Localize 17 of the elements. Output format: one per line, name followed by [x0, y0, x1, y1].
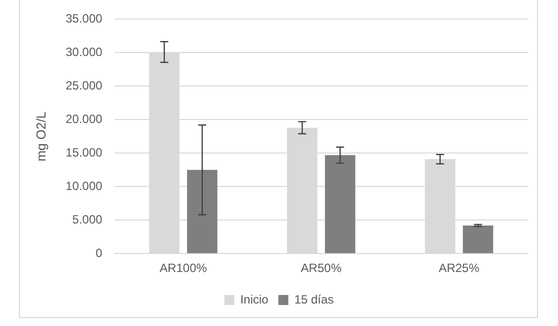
y-tick-label: 15.000: [66, 145, 103, 160]
y-axis-title: mg O2/L: [33, 111, 48, 162]
x-tick-label: AR25%: [438, 261, 480, 276]
x-tick-label: AR100%: [160, 261, 208, 276]
y-tick-label: 0: [96, 246, 103, 260]
bar: [324, 155, 356, 254]
y-tick-label: 25.000: [66, 78, 103, 92]
bar: [462, 225, 494, 254]
y-tick-label: 20.000: [66, 112, 103, 126]
legend-label: 15 días: [294, 292, 334, 306]
x-tick-label: AR50%: [300, 261, 342, 276]
y-tick-label: 10.000: [66, 178, 103, 193]
bar: [187, 170, 218, 254]
legend-label: Inicio: [240, 292, 269, 306]
y-tick-label: 5.000: [72, 212, 103, 226]
y-tick-label: 30.000: [66, 45, 103, 59]
y-tick-label: 35.000: [66, 12, 103, 26]
